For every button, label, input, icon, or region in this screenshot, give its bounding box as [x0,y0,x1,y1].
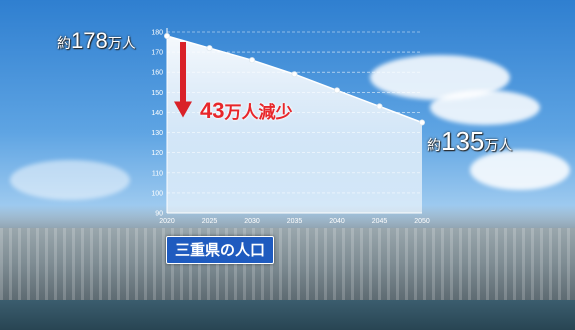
end-prefix: 約 [427,137,441,153]
end-unit: 万人 [484,137,513,153]
cloud [10,160,130,200]
data-point [248,57,255,64]
end-value-annotation: 約135万人 [427,126,512,157]
data-point [333,87,340,94]
y-tick-label: 120 [151,150,163,157]
cloud [470,150,570,190]
y-tick-label: 150 [151,90,163,97]
data-point [418,119,425,126]
data-point [376,103,383,110]
y-tick-label: 180 [151,30,163,37]
x-tick-label: 2040 [329,218,345,225]
y-tick-label: 110 [152,170,163,177]
arrow-head [174,101,192,118]
y-tick-label: 170 [151,50,163,57]
harbor-water [0,300,575,330]
y-axis: 90 100 110 120 130 140 150 160 170 180 [151,30,163,218]
start-unit: 万人 [107,35,136,51]
start-value-annotation: 約178万人 [57,28,136,54]
y-tick-label: 100 [151,190,163,197]
start-prefix: 約 [57,35,71,51]
start-value: 178 [71,28,108,53]
x-tick-label: 2045 [372,218,388,225]
decrease-annotation: 43万人減少 [200,98,292,124]
x-tick-label: 2050 [414,218,430,225]
decrease-arrow [174,42,192,118]
y-tick-label: 160 [151,70,163,77]
decrease-text: 万人減少 [224,103,293,122]
y-tick-label: 130 [151,130,163,137]
decrease-value: 43 [200,98,225,123]
x-tick-label: 2035 [287,218,303,225]
chart-title-badge: 三重県の人口 [166,236,275,264]
x-tick-label: 2025 [202,218,218,225]
y-tick-label: 140 [151,110,163,117]
end-value: 135 [441,126,485,156]
x-axis: 2020 2025 2030 2035 2040 2045 2050 [159,212,430,225]
arrow-shaft [180,42,186,103]
y-tick-label: 90 [155,211,163,218]
x-tick-label: 2020 [159,218,175,225]
data-point [291,71,298,78]
data-points [163,33,425,126]
data-point [163,33,170,40]
x-tick-label: 2030 [244,218,260,225]
cloud [430,90,540,125]
data-point [206,45,213,52]
population-area [167,36,422,214]
